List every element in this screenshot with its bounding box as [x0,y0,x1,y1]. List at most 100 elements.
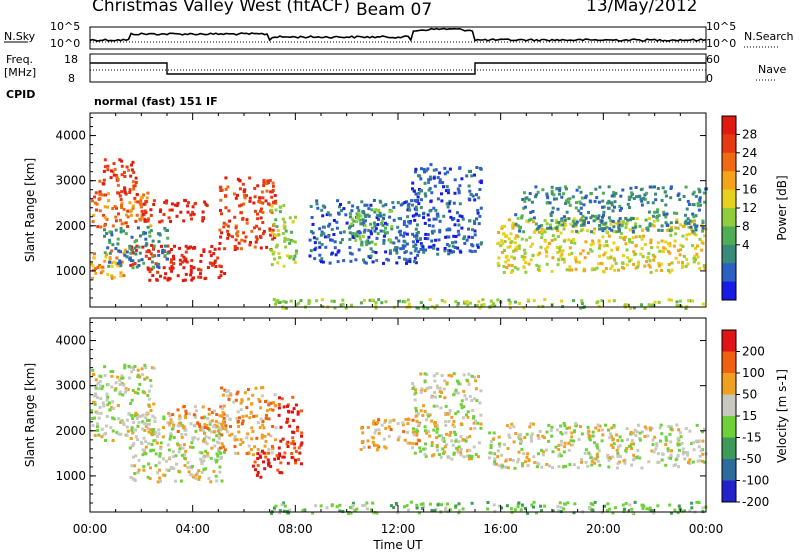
velocity-panel-echo-cell [473,397,476,401]
velocity-panel-echo-cell [468,448,472,452]
power-panel-echo-cell [201,216,205,220]
power-panel-echo-cell [261,232,265,236]
power-panel-echo-cell [208,250,212,254]
power-panel-echo-cell [158,210,162,213]
power-panel-echo-cell [140,217,144,221]
power-panel-echo-cell [153,254,157,258]
power-panel-echo-cell [270,211,274,215]
power-panel-echo-cell [470,250,474,254]
velocity-panel-echo-cell [516,505,520,509]
power-panel-echo-cell [519,225,522,229]
power-panel-echo-cell [654,192,657,196]
power-panel-echo-cell [527,198,531,202]
power-panel-echo-cell [369,230,373,234]
power-panel-echo-cell [502,232,506,236]
power-panel-echo-cell [104,193,107,197]
power-panel-echo-cell [394,246,398,250]
power-panel-echo-cell [118,158,122,162]
velocity-panel-echo-cell [595,455,599,459]
power-panel-echo-cell [478,214,482,218]
velocity-panel-echo-cell [563,445,567,449]
velocity-panel-echo-cell [629,432,633,436]
power-panel-echo-cell [328,261,332,265]
power-panel-echo-cell [269,190,273,194]
power-panel-echo-cell [414,170,417,174]
power-panel-echo-cell [621,220,625,224]
velocity-panel-echo-cell [225,414,229,418]
power-panel-echo-cell [399,233,403,237]
power-panel-echo-cell [158,220,162,224]
power-panel-echo-cell [144,231,148,235]
velocity-panel-echo-cell [408,441,412,445]
velocity-panel-echo-cell [468,435,472,439]
velocity-panel-echo-cell [154,439,158,443]
velocity-panel-echo-cell [529,422,533,426]
velocity-panel-echo-cell [573,429,577,433]
power-panel-echo-cell [691,192,695,196]
velocity-panel-echo-cell [596,459,600,463]
velocity-panel-echo-cell [220,414,224,418]
power-panel-echo-cell [647,263,651,267]
power-panel-echo-cell [440,192,443,196]
velocity-panel-echo-cell [607,458,611,462]
power-panel-echo-cell [111,207,115,210]
power-panel-echo-cell [660,229,664,232]
power-panel-echo-cell [130,235,134,239]
power-panel-echo-cell [516,267,520,271]
power-panel-echo-cell [692,260,696,264]
velocity-panel-echo-cell [423,380,427,384]
velocity-panel-echo-cell [520,440,523,443]
power-panel-echo-cell [686,199,690,203]
velocity-panel-echo-cell [192,413,196,417]
velocity-panel-echo-cell [560,432,564,436]
power-panel-echo-cell [698,189,702,193]
power-panel-echo-cell [342,207,346,211]
power-panel-echo-cell [460,215,464,219]
power-panel-echo-cell [493,304,497,308]
velocity-panel-echo-cell [651,438,655,442]
power-panel-echo-cell [589,248,592,252]
power-panel-echo-cell [444,189,448,193]
velocity-panel-echo-cell [129,437,133,440]
velocity-panel-echo-cell [532,500,536,504]
power-panel-echo-cell [274,218,278,222]
power-panel-echo-cell [145,242,149,246]
power-panel-echo-cell [616,222,620,226]
velocity-panel-echo-cell [466,415,470,419]
power-panel-echo-cell [664,215,668,219]
power-panel-echo-cell [698,200,702,204]
power-panel-echo-cell [598,224,602,227]
power-panel-echo-cell [128,244,132,248]
velocity-panel-echo-cell [150,433,154,437]
velocity-panel-echo-cell [564,464,567,468]
velocity-panel-echo-cell [504,465,508,469]
power-panel-echo-cell [452,250,455,254]
velocity-panel-echo-cell [584,460,588,464]
power-panel-echo-cell [520,214,524,218]
velocity-panel-echo-cell [630,463,633,467]
velocity-panel-echo-cell [136,424,140,428]
power-panel-echo-cell [189,268,193,272]
power-panel-echo-cell [318,253,322,257]
velocity-panel-echo-cell [267,417,271,421]
velocity-panel-echo-cell [121,393,125,397]
velocity-panel-echo-cell [453,430,456,434]
power-panel-echo-cell [694,194,698,198]
velocity-panel-echo-cell [143,377,147,381]
power-panel-echo-cell [451,241,454,245]
power-panel-echo-cell [681,261,684,264]
velocity-panel-echo-cell [142,465,146,469]
power-panel-echo-cell [411,203,414,207]
velocity-panel-echo-cell [183,456,187,460]
velocity-panel-echo-cell [165,468,169,472]
velocity-panel-echo-cell [608,455,612,459]
power-panel-echo-cell [335,220,339,224]
power-panel-echo-cell [549,214,553,217]
velocity-panel-colorbar-segment [722,351,736,374]
power-panel-echo-cell [660,269,664,272]
power-panel-echo-cell [618,217,622,221]
velocity-panel-echo-cell [606,502,610,506]
velocity-panel-echo-cell [99,375,103,379]
velocity-panel-echo-cell [133,391,137,394]
velocity-panel-echo-cell [220,422,224,426]
